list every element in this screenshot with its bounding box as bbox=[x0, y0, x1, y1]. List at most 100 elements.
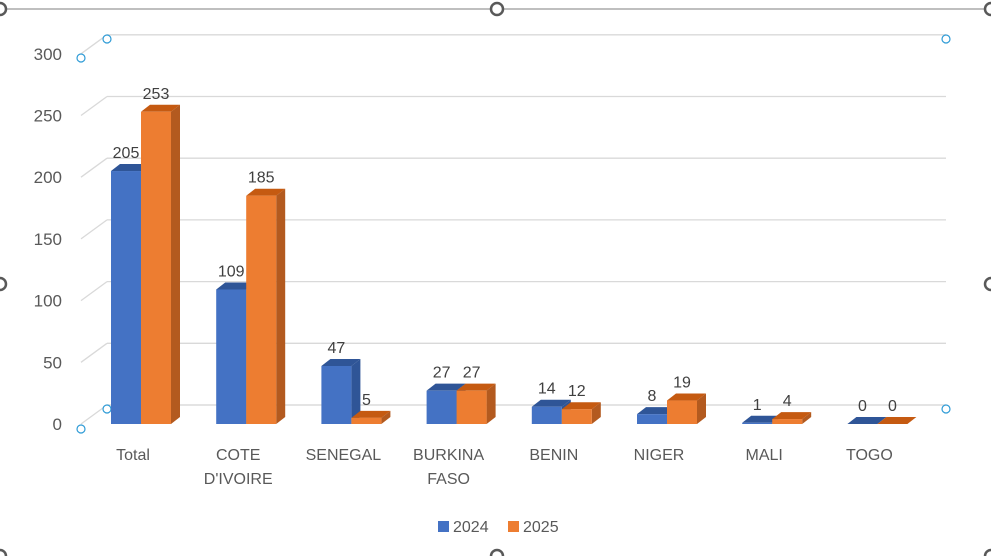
bar-top bbox=[847, 417, 887, 424]
resize-handle[interactable] bbox=[0, 1, 8, 17]
bar-2024-2[interactable] bbox=[321, 359, 361, 424]
plot-handle[interactable] bbox=[76, 424, 86, 434]
bar-2025-4[interactable] bbox=[561, 402, 601, 424]
bar-top bbox=[637, 407, 676, 415]
y-axis: 0 50 100 150 200 250 300 bbox=[34, 45, 62, 434]
plot-handle[interactable] bbox=[941, 34, 951, 44]
data-label: 0 bbox=[888, 398, 897, 415]
legend-item-2024[interactable]: 2024 bbox=[438, 519, 489, 536]
bar-side bbox=[171, 104, 180, 424]
legend-label: 2025 bbox=[523, 519, 559, 536]
data-label: 12 bbox=[568, 383, 586, 400]
bar-side bbox=[381, 410, 391, 424]
bar-front bbox=[531, 406, 562, 424]
data-label: 19 bbox=[673, 375, 691, 392]
y-tick-label: 100 bbox=[34, 292, 62, 311]
data-label: 1 bbox=[753, 397, 762, 414]
bar-side bbox=[486, 383, 496, 424]
y-tick-label: 300 bbox=[34, 45, 62, 64]
x-tick-label: TOGO bbox=[846, 447, 893, 464]
bar-side bbox=[697, 393, 706, 424]
resize-handle[interactable] bbox=[489, 1, 505, 17]
x-tick-label: MALI bbox=[746, 447, 783, 464]
gridlines bbox=[80, 34, 946, 425]
bar-front bbox=[141, 111, 171, 424]
x-axis: Total COTE D'IVOIRE SENEGAL BURKINA FASO BENIN… bbox=[116, 447, 893, 488]
bar-top bbox=[321, 359, 361, 367]
bar-front bbox=[667, 400, 697, 424]
x-tick-label: COTE D'IVOIRE bbox=[204, 447, 273, 488]
bar-2025-3[interactable] bbox=[456, 383, 496, 424]
bar-front bbox=[772, 419, 803, 424]
legend-label: 2024 bbox=[453, 519, 489, 536]
data-label: 205 bbox=[113, 145, 140, 162]
plot-area-handles[interactable] bbox=[76, 34, 951, 434]
x-tick-label: SENEGAL bbox=[306, 447, 382, 464]
y-tick-label: 200 bbox=[34, 168, 62, 187]
bar-side bbox=[591, 402, 601, 424]
gridline-side bbox=[80, 281, 108, 302]
data-label: 0 bbox=[858, 398, 867, 415]
bar-top bbox=[141, 104, 180, 112]
bar-2024-7[interactable] bbox=[847, 417, 887, 424]
plot-handle[interactable] bbox=[76, 53, 86, 63]
data-label: 27 bbox=[463, 365, 481, 382]
plot-handle[interactable] bbox=[941, 404, 951, 414]
bar-front bbox=[561, 409, 592, 424]
bar-2025-1[interactable] bbox=[246, 188, 286, 424]
bar-side bbox=[802, 412, 812, 424]
resize-handle[interactable] bbox=[983, 548, 991, 556]
legend-swatch bbox=[508, 521, 519, 532]
legend[interactable]: 2024 2025 bbox=[438, 519, 559, 536]
gridline-side bbox=[80, 342, 108, 363]
bars bbox=[111, 104, 917, 424]
bar-top bbox=[456, 383, 496, 391]
legend-item-2025[interactable]: 2025 bbox=[508, 519, 559, 536]
plot-handle[interactable] bbox=[102, 34, 112, 44]
x-tick-label: BENIN bbox=[529, 447, 578, 464]
gridline-side bbox=[80, 157, 108, 178]
legend-swatch bbox=[438, 521, 449, 532]
bar-front bbox=[456, 390, 487, 424]
bar-front bbox=[246, 195, 277, 424]
bar-front bbox=[216, 289, 247, 424]
bar-2025-2[interactable] bbox=[351, 410, 391, 424]
resize-handle[interactable] bbox=[0, 548, 8, 556]
y-tick-label: 150 bbox=[34, 230, 62, 249]
bar-side bbox=[276, 188, 286, 424]
data-label: 5 bbox=[362, 392, 371, 409]
bar-top bbox=[561, 402, 601, 410]
bar-2025-6[interactable] bbox=[772, 412, 812, 424]
bar-top bbox=[426, 383, 466, 391]
bar-top bbox=[246, 188, 286, 196]
bar-top bbox=[531, 399, 571, 407]
bar-top bbox=[351, 410, 391, 418]
data-label: 8 bbox=[648, 388, 657, 405]
bar-2025-7[interactable] bbox=[877, 417, 917, 424]
resize-handle[interactable] bbox=[983, 276, 991, 292]
gridline-side bbox=[80, 95, 108, 117]
y-tick-label: 250 bbox=[34, 107, 62, 126]
data-label: 4 bbox=[783, 393, 792, 410]
x-tick-label: NIGER bbox=[634, 447, 685, 464]
bar-top bbox=[742, 415, 782, 423]
resize-handle[interactable] bbox=[489, 548, 505, 556]
data-label: 253 bbox=[143, 86, 170, 103]
bar-front bbox=[637, 414, 667, 424]
data-label: 27 bbox=[433, 365, 451, 382]
x-tick-label: BURKINA FASO bbox=[413, 447, 484, 488]
bar-top bbox=[216, 282, 256, 290]
data-label: 109 bbox=[218, 263, 245, 280]
bar-front bbox=[742, 422, 773, 424]
resize-handle[interactable] bbox=[983, 1, 991, 17]
bar-top bbox=[111, 164, 150, 172]
resize-handle[interactable] bbox=[0, 276, 8, 292]
x-tick-label: Total bbox=[116, 447, 150, 464]
bar-side bbox=[351, 359, 361, 424]
bar-2025-5[interactable] bbox=[667, 393, 706, 424]
bar-front bbox=[351, 417, 382, 424]
bar-2025-0[interactable] bbox=[141, 104, 180, 424]
gridline-side bbox=[80, 219, 108, 240]
plot-handle[interactable] bbox=[102, 404, 112, 414]
